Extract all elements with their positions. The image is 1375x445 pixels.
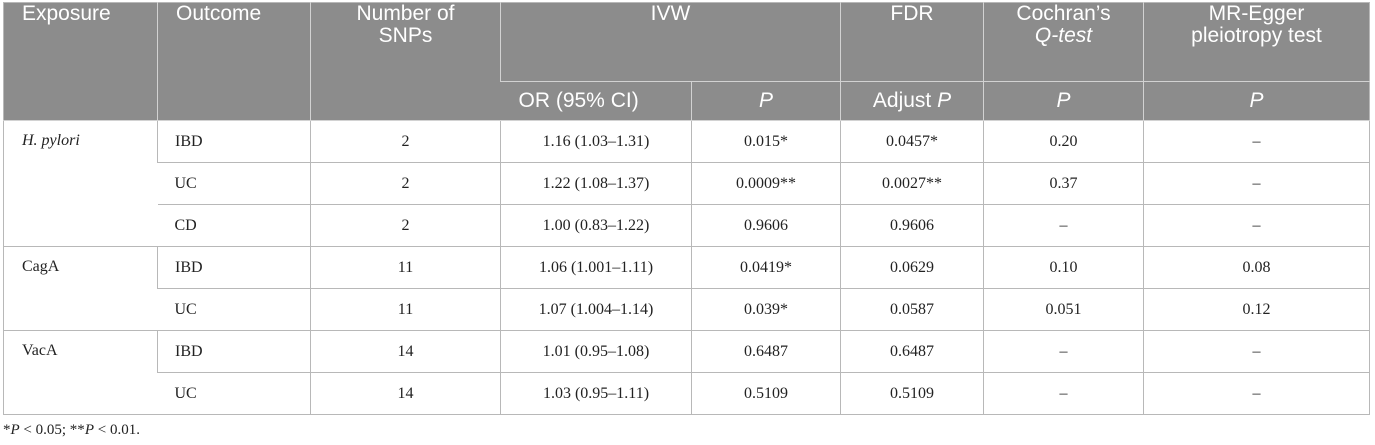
or-ci-cell: 1.03 (0.95–1.11) [500, 372, 692, 415]
ivw-p-cell: 0.9606 [690, 204, 841, 247]
footnote-text2: < 0.01. [93, 422, 140, 438]
or-ci-cell: 1.07 (1.004–1.14) [500, 288, 692, 331]
ivw-p-cell: 0.0419* [690, 246, 841, 289]
header-cochran: Cochran’s Q-test [983, 2, 1144, 82]
cochran-p-cell: 0.37 [983, 162, 1144, 205]
header-fdr: FDR [840, 2, 984, 82]
exposure-cell: CagA [3, 246, 158, 331]
header-cochran-p: P [983, 81, 1144, 121]
exposure-cell: H. pylori [3, 120, 158, 247]
egger-p-cell: – [1143, 120, 1370, 163]
fdr-adjust-p-cell: 0.0587 [840, 288, 984, 331]
footnote: *P < 0.05; **P < 0.01. [3, 422, 140, 439]
outcome-cell: UC [157, 288, 311, 331]
header-egger-p: P [1143, 81, 1370, 121]
header-adjust-p: Adjust P [840, 81, 984, 121]
header-egger-line1: MR-Egger [1208, 2, 1305, 25]
table-row: UC 14 1.03 (0.95–1.11) 0.5109 0.5109– – [4, 372, 1370, 415]
fdr-adjust-p-cell: 0.0457* [840, 120, 984, 163]
header-ivw-p: P [690, 81, 841, 121]
table-row: UC 2 1.22 (1.08–1.37) 0.0009** 0.0027** 0.37– [4, 162, 1370, 205]
footnote-p2: P [84, 422, 94, 438]
snps-cell: 14 [310, 372, 501, 415]
cochran-p-cell: – [983, 204, 1144, 247]
outcome-cell: IBD [157, 246, 311, 289]
table-row: UC 11 1.07 (1.004–1.14) 0.039* 0.0587 0.051 0.… [4, 288, 1370, 331]
header-nsnps-line1: Number of [356, 2, 455, 25]
ivw-p-cell: 0.5109 [690, 372, 841, 415]
egger-p-cell: 0.12 [1143, 288, 1370, 331]
ivw-p-cell: 0.015* [690, 120, 841, 163]
snps-cell: 11 [310, 288, 501, 331]
table-row: CagA IBD 11 1.06 (1.001–1.11) 0.0419* 0.0629 0… [3, 246, 1370, 331]
outcome-cell: IBD [157, 330, 311, 373]
outcome-cell: IBD [157, 120, 311, 163]
header-ivw: IVW [499, 2, 841, 82]
footnote-text1: < 0.05; ** [19, 422, 85, 438]
header-outcome: Outcome [157, 2, 311, 121]
fdr-adjust-p-cell: 0.0629 [840, 246, 984, 289]
cochran-p-cell: 0.20 [983, 120, 1144, 163]
table-body: H. pylori IBD 2 1.16 (1.03–1.31) 0.015* 0.045… [3, 120, 1370, 415]
header-adjust-label: Adjust [872, 89, 932, 112]
header-number-of-snps: Number of SNPs [310, 2, 501, 121]
snps-cell: 2 [310, 120, 501, 163]
results-table: Exposure Outcome Number of SNPs IVW FDR … [3, 2, 1371, 415]
snps-cell: 2 [310, 204, 501, 247]
cochran-p-cell: 0.051 [983, 288, 1144, 331]
header-cochran-line1: Cochran’s [1016, 2, 1111, 25]
header-row-1: Exposure Outcome Number of SNPs IVW FDR … [3, 2, 1370, 121]
header-exposure: Exposure [3, 2, 158, 121]
or-ci-cell: 1.16 (1.03–1.31) [500, 120, 692, 163]
or-ci-cell: 1.01 (0.95–1.08) [500, 330, 692, 373]
cochran-p-cell: 0.10 [983, 246, 1144, 289]
ivw-p-cell: 0.0009** [690, 162, 841, 205]
cochran-p-cell: – [983, 330, 1144, 373]
exposure-cell: VacA [3, 330, 158, 415]
fdr-adjust-p-cell: 0.9606 [840, 204, 984, 247]
header-or-ci: OR (95% CI) [500, 81, 692, 121]
egger-p-cell: – [1143, 330, 1370, 373]
fdr-adjust-p-cell: 0.6487 [840, 330, 984, 373]
cochran-p-cell: – [983, 372, 1144, 415]
header-nsnps-line2: SNPs [378, 24, 433, 47]
or-ci-cell: 1.00 (0.83–1.22) [500, 204, 692, 247]
outcome-cell: UC [157, 372, 311, 415]
fdr-adjust-p-cell: 0.5109 [840, 372, 984, 415]
outcome-cell: UC [157, 162, 311, 205]
ivw-p-cell: 0.039* [690, 288, 841, 331]
fdr-adjust-p-cell: 0.0027** [840, 162, 984, 205]
egger-p-cell: 0.08 [1143, 246, 1370, 289]
header-adjust-p-symbol: P [937, 89, 952, 112]
footnote-star: * [3, 422, 11, 438]
or-ci-cell: 1.06 (1.001–1.11) [500, 246, 692, 289]
header-egger-line2: pleiotropy test [1191, 24, 1322, 47]
or-ci-cell: 1.22 (1.08–1.37) [500, 162, 692, 205]
outcome-cell: CD [157, 204, 311, 247]
snps-cell: 2 [310, 162, 501, 205]
table-row: H. pylori IBD 2 1.16 (1.03–1.31) 0.015* 0.045… [3, 120, 1370, 247]
table-row: CD 2 1.00 (0.83–1.22) 0.9606 0.9606– – [4, 204, 1370, 247]
snps-cell: 14 [310, 330, 501, 373]
egger-p-cell: – [1143, 162, 1370, 205]
egger-p-cell: – [1143, 372, 1370, 415]
footnote-p1: P [10, 422, 20, 438]
snps-cell: 11 [310, 246, 501, 289]
header-egger: MR-Egger pleiotropy test [1143, 2, 1370, 82]
table-row: VacA IBD 14 1.01 (0.95–1.08) 0.6487 0.6487– – [3, 330, 1370, 415]
ivw-p-cell: 0.6487 [690, 330, 841, 373]
header-cochran-line2: Q-test [1034, 24, 1093, 47]
egger-p-cell: – [1143, 204, 1370, 247]
header-row-2: OR (95% CI) P Adjust P P P [4, 81, 1370, 121]
